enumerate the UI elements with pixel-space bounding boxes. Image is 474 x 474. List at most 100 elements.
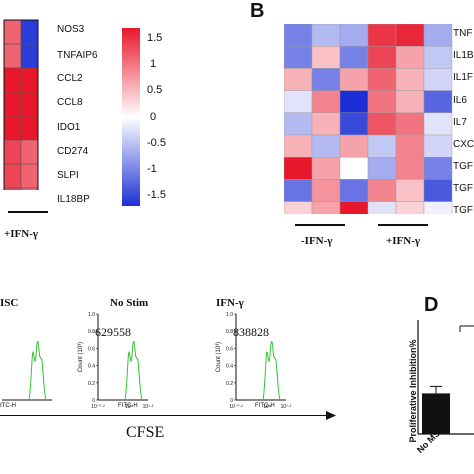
panel-a-group-label: +IFN-γ <box>4 228 39 240</box>
gene-label: TNFAIP6 <box>57 50 98 61</box>
gene-label: NOS3 <box>57 24 85 35</box>
heatmap-cell <box>395 134 425 158</box>
cfse-arrow-icon <box>326 411 336 420</box>
x-axis-label: FITC-H <box>118 403 138 409</box>
heatmap-cell <box>367 179 397 202</box>
panel-d-ylabel: Proliferative Inhibition% <box>408 339 418 443</box>
y-tick-label: 0.2 <box>226 381 233 387</box>
y-tick-label: 0.6 <box>88 346 95 352</box>
heatmap-cell <box>339 112 369 136</box>
heatmap-cell <box>311 134 341 158</box>
colorbar-tick: -0.5 <box>147 137 166 149</box>
y-tick-label: 0 <box>92 398 95 404</box>
heatmap-cell <box>3 19 22 45</box>
heatmap-cell <box>423 46 453 69</box>
heatmap-cell <box>311 24 341 47</box>
heatmap-cell <box>20 163 39 189</box>
panel-b-letter: B <box>250 0 265 22</box>
heatmap-cell <box>311 46 341 69</box>
histogram-trace <box>124 341 143 401</box>
cell-count: 629558 <box>95 325 131 339</box>
heatmap-cell <box>395 179 425 202</box>
gene-label: IL1F <box>453 72 474 83</box>
cfse-axis-title: CFSE <box>126 424 165 441</box>
heatmap-cell <box>311 112 341 136</box>
histogram-plot-3: 0 0.2 0.4 0.6 0.8 1.0 Count (10³) 10⁻⁰·² 10⁴ 10⁷·… <box>216 312 292 410</box>
heatmap-cell <box>395 156 425 180</box>
y-axis-label: Count (10³) <box>78 342 84 372</box>
heatmap-cell <box>3 67 22 93</box>
y-tick-label: 0.8 <box>88 329 95 335</box>
panel-d-letter: D <box>424 294 439 316</box>
heatmap-cell <box>284 156 313 180</box>
cfse-axis-line <box>0 415 330 416</box>
heatmap-cell <box>20 19 39 45</box>
heatmap-cell <box>367 112 397 136</box>
histogram-plot-1 <box>2 341 52 401</box>
heatmap-cell <box>20 115 39 141</box>
y-tick-label: 0.6 <box>226 346 233 352</box>
heatmap-cell <box>3 91 22 117</box>
x-tick-label: 10⁻⁰·² <box>229 404 243 410</box>
gene-label: TNF <box>453 28 473 39</box>
heatmap-cell <box>339 179 369 202</box>
y-tick-label: 1.0 <box>226 312 233 318</box>
gene-label: IL6 <box>453 95 467 106</box>
panel-d-bar-chart <box>417 320 474 435</box>
colorbar <box>122 28 140 206</box>
gene-label: CD274 <box>57 146 89 157</box>
colorbar-tick: -1.5 <box>147 189 166 201</box>
heatmap-cell <box>20 91 39 117</box>
gene-label: IDO1 <box>57 122 81 133</box>
panel-a-heatmap <box>3 19 39 190</box>
y-tick-label: 0 <box>230 398 233 404</box>
heatmap-cell <box>20 67 39 93</box>
heatmap-cell <box>367 201 397 214</box>
heatmap-cell <box>395 201 425 214</box>
heatmap-cell <box>423 68 453 91</box>
heatmap-cell <box>423 90 453 113</box>
heatmap-border <box>3 19 39 190</box>
x-tick-label: 10⁷·² <box>281 404 292 410</box>
heatmap-cell <box>284 112 313 136</box>
heatmap-cell <box>311 68 341 91</box>
heatmap-cell <box>395 90 425 113</box>
heatmap-cell <box>423 134 453 158</box>
panel-a-group-line <box>8 211 48 213</box>
gene-label: SLPI <box>57 170 79 181</box>
heatmap-cell <box>284 24 313 47</box>
panel-b-group-label-minus: -IFN-γ <box>301 235 333 247</box>
gene-label: CCL2 <box>57 73 83 84</box>
heatmap-cell <box>3 43 22 69</box>
heatmap-cell <box>284 134 313 158</box>
heatmap-cell <box>284 68 313 91</box>
heatmap-cell <box>367 90 397 113</box>
heatmap-cell <box>339 156 369 180</box>
heatmap-cell <box>3 187 22 190</box>
x-tick-label: 10⁷·² <box>143 404 154 410</box>
y-axis-label: Count (10³) <box>216 342 222 372</box>
histogram-trace <box>262 341 281 401</box>
colorbar-tick: 0 <box>150 111 157 123</box>
panel-b-group-label-plus: +IFN-γ <box>386 235 421 247</box>
heatmap-cell <box>423 24 453 47</box>
heatmap-cell <box>367 68 397 91</box>
x-tick-label: 10⁻⁰·² <box>91 404 105 410</box>
gene-label: TGF <box>453 205 473 216</box>
histogram-title: IFN-γ <box>216 297 244 309</box>
heatmap-cell <box>20 139 39 165</box>
heatmap-cell <box>367 24 397 47</box>
heatmap-cell <box>311 201 341 214</box>
bar <box>422 393 450 434</box>
panel-b-group-line-plus <box>378 224 428 226</box>
heatmap-cell <box>339 134 369 158</box>
colorbar-tick: 1.5 <box>147 32 163 44</box>
panel-b-group-line-minus <box>295 224 345 226</box>
heatmap-cell <box>339 24 369 47</box>
heatmap-cell <box>395 68 425 91</box>
x-tick-label: 10⁴ <box>125 404 133 410</box>
heatmap-cell <box>311 90 341 113</box>
heatmap-cell <box>367 46 397 69</box>
heatmap-cell <box>339 201 369 214</box>
heatmap-cell <box>367 156 397 180</box>
